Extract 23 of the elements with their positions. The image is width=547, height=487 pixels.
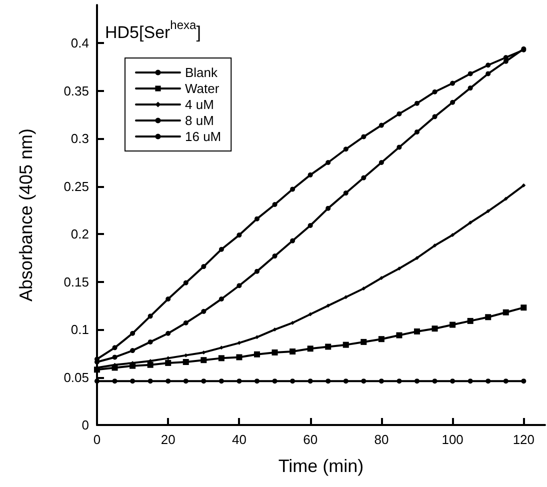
legend-label: Water xyxy=(185,81,220,96)
x-tick-label: 0 xyxy=(93,432,101,447)
y-tick-label: 0.1 xyxy=(70,322,89,338)
x-tick-label: 120 xyxy=(512,432,535,447)
x-tick-label: 40 xyxy=(232,432,246,447)
x-tick-label: 80 xyxy=(374,432,389,447)
legend-label: 4 uM xyxy=(185,97,214,112)
y-tick-label: 0.05 xyxy=(64,370,89,385)
legend-label: Blank xyxy=(185,65,218,80)
y-axis-title: Absorbance (405 nm) xyxy=(16,128,36,302)
x-tick-label: 20 xyxy=(160,432,176,447)
y-tick-label: 0.2 xyxy=(70,226,89,242)
legend-label: 16 uM xyxy=(185,129,222,144)
y-tick-label: 0.4 xyxy=(70,36,89,51)
y-tick-label: 0.3 xyxy=(70,131,89,146)
legend-label: 8 uM xyxy=(185,113,214,128)
y-tick-label: 0.15 xyxy=(64,274,89,290)
x-tick-label: 100 xyxy=(442,432,464,447)
y-tick-label: 0.25 xyxy=(64,178,89,194)
y-tick-label: 0 xyxy=(82,418,89,432)
y-tick-label: 0.35 xyxy=(64,83,89,98)
x-tick-label: 60 xyxy=(303,432,318,447)
x-axis-title: Time (min) xyxy=(278,456,364,476)
